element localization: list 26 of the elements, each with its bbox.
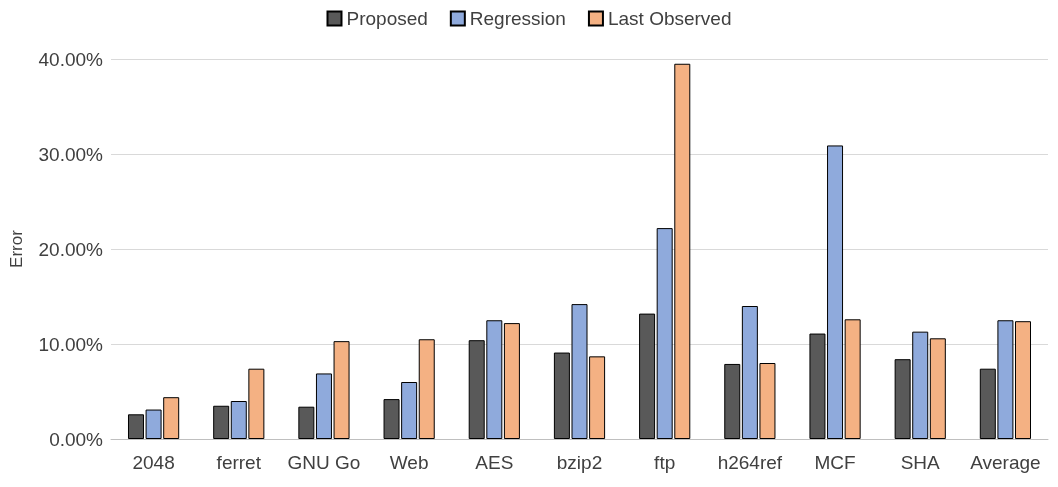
x-tick-label: h264ref <box>717 452 783 473</box>
x-tick-label: GNU Go <box>287 452 361 473</box>
y-tick-label: 10.00% <box>38 333 104 355</box>
x-tick-label: Web <box>389 452 429 473</box>
y-tick-label: 30.00% <box>38 143 104 165</box>
x-tick-label: ftp <box>654 452 676 473</box>
x-tick-label: AES <box>475 452 514 473</box>
x-tick-label: SHA <box>900 452 941 473</box>
x-tick-label: MCF <box>814 452 856 473</box>
bar <box>724 363 741 439</box>
y-tick-label: 40.00% <box>38 48 104 70</box>
bar <box>639 313 656 439</box>
bar <box>929 338 946 439</box>
legend-label: Regression <box>469 8 566 29</box>
legend-label: Proposed <box>346 8 428 29</box>
x-tick-label: Average <box>970 452 1041 473</box>
y-tick-label: 0.00% <box>49 428 104 450</box>
bar <box>418 339 435 439</box>
legend-label: Last Observed <box>607 8 732 29</box>
y-axis-title: Error <box>7 229 26 268</box>
x-tick-label: ferret <box>216 452 262 473</box>
bar <box>213 405 230 439</box>
x-tick-label: bzip2 <box>556 452 603 473</box>
bar <box>503 323 520 439</box>
y-tick-label: 20.00% <box>38 238 104 260</box>
x-tick-label: 2048 <box>132 452 175 473</box>
